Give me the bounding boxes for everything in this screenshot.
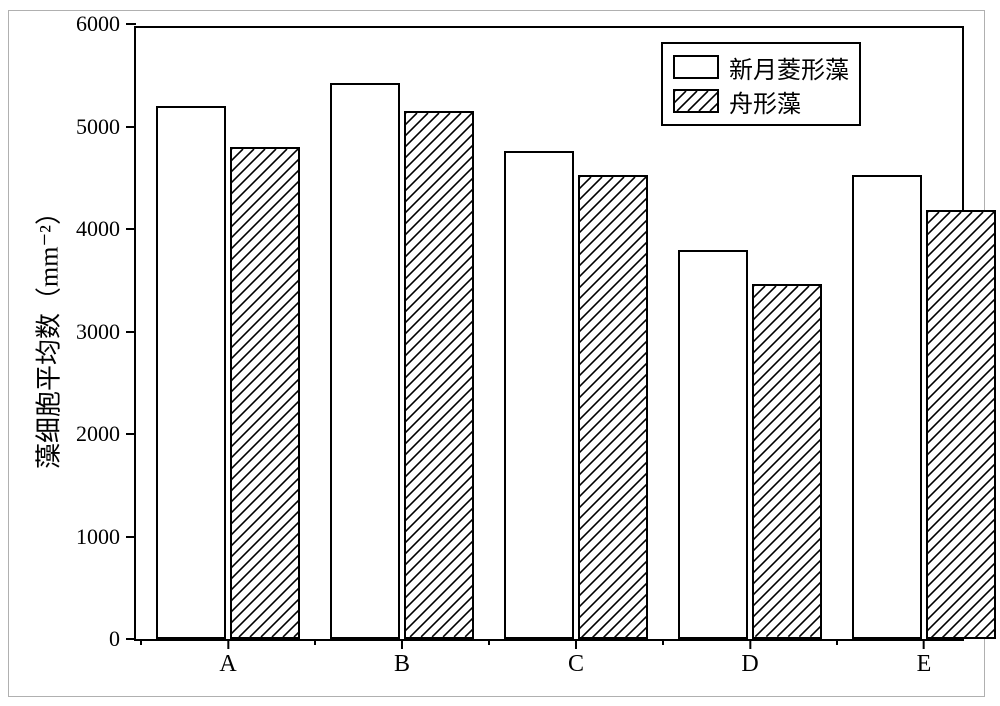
y-tick-label: 1000 — [76, 524, 136, 550]
x-minor-tick — [314, 639, 316, 645]
legend-label: 新月菱形藻 — [729, 50, 849, 85]
y-tick-label: 6000 — [76, 11, 136, 37]
y-tick-label: 4000 — [76, 216, 136, 242]
y-tick-label: 3000 — [76, 319, 136, 345]
x-minor-tick — [662, 639, 664, 645]
plot-area: 新月菱形藻舟形藻 0100020003000400050006000ABCDE — [134, 26, 964, 641]
bar-D-series1 — [678, 250, 748, 640]
legend-item: 新月菱形藻 — [673, 50, 849, 84]
bar-D-series2 — [752, 284, 822, 639]
x-tick-label: D — [741, 639, 758, 678]
bar-C-series1 — [504, 151, 574, 639]
bar-B-series1 — [330, 83, 400, 639]
x-tick-label: C — [568, 639, 584, 678]
y-tick-label: 0 — [109, 626, 136, 652]
bar-A-series2 — [230, 147, 300, 639]
x-tick-label: B — [394, 639, 410, 678]
figure-frame: 新月菱形藻舟形藻 0100020003000400050006000ABCDE … — [8, 10, 985, 697]
bar-E-series1 — [852, 175, 922, 639]
bar-C-series2 — [578, 175, 648, 639]
legend-swatch — [673, 55, 719, 79]
bar-E-series2 — [926, 210, 996, 639]
y-tick-label: 5000 — [76, 114, 136, 140]
x-minor-tick — [836, 639, 838, 645]
bar-B-series2 — [404, 111, 474, 639]
legend-item: 舟形藻 — [673, 84, 849, 118]
x-tick-label: E — [917, 639, 932, 678]
legend: 新月菱形藻舟形藻 — [661, 42, 861, 126]
bar-A-series1 — [156, 106, 226, 639]
y-tick-label: 2000 — [76, 421, 136, 447]
legend-swatch — [673, 89, 719, 113]
x-tick-label: A — [219, 639, 236, 678]
legend-label: 舟形藻 — [729, 84, 801, 119]
x-minor-tick — [488, 639, 490, 645]
y-axis-label: 藻细胞平均数（mm⁻²） — [29, 199, 66, 469]
x-minor-tick — [140, 639, 142, 645]
